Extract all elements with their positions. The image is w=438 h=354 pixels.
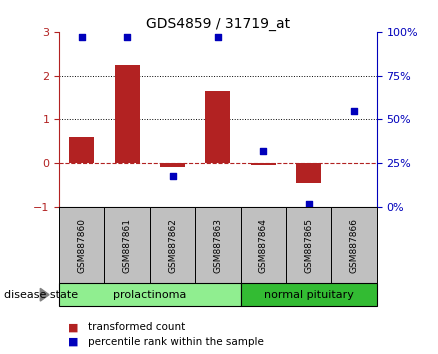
Bar bbox=[115, 65, 140, 163]
Point bbox=[305, 201, 312, 206]
Text: GSM887866: GSM887866 bbox=[350, 218, 358, 273]
Point bbox=[260, 148, 267, 154]
Bar bbox=[331, 207, 377, 283]
Text: GSM887863: GSM887863 bbox=[213, 218, 223, 273]
Text: normal pituitary: normal pituitary bbox=[264, 290, 353, 300]
Bar bbox=[286, 207, 331, 283]
Bar bbox=[240, 283, 377, 306]
Text: ■: ■ bbox=[68, 322, 78, 332]
Text: ■: ■ bbox=[68, 337, 78, 347]
Bar bbox=[251, 163, 276, 165]
Point bbox=[78, 34, 85, 40]
Text: GSM887861: GSM887861 bbox=[123, 218, 132, 273]
Bar bbox=[296, 163, 321, 183]
Text: prolactinoma: prolactinoma bbox=[113, 290, 187, 300]
Bar bbox=[240, 207, 286, 283]
Text: percentile rank within the sample: percentile rank within the sample bbox=[88, 337, 264, 347]
Text: GSM887864: GSM887864 bbox=[259, 218, 268, 273]
Title: GDS4859 / 31719_at: GDS4859 / 31719_at bbox=[146, 17, 290, 31]
Text: transformed count: transformed count bbox=[88, 322, 185, 332]
Bar bbox=[59, 207, 105, 283]
Point bbox=[169, 173, 176, 178]
Bar bbox=[205, 91, 230, 163]
Text: GSM887862: GSM887862 bbox=[168, 218, 177, 273]
Point bbox=[350, 108, 357, 114]
Bar bbox=[150, 207, 195, 283]
Text: GSM887865: GSM887865 bbox=[304, 218, 313, 273]
Text: GSM887860: GSM887860 bbox=[78, 218, 86, 273]
Bar bbox=[69, 137, 94, 163]
Bar bbox=[59, 283, 240, 306]
Point bbox=[215, 34, 222, 40]
Text: disease state: disease state bbox=[4, 290, 78, 300]
Bar bbox=[105, 207, 150, 283]
Point bbox=[124, 34, 131, 40]
Bar bbox=[195, 207, 240, 283]
Bar bbox=[160, 163, 185, 167]
